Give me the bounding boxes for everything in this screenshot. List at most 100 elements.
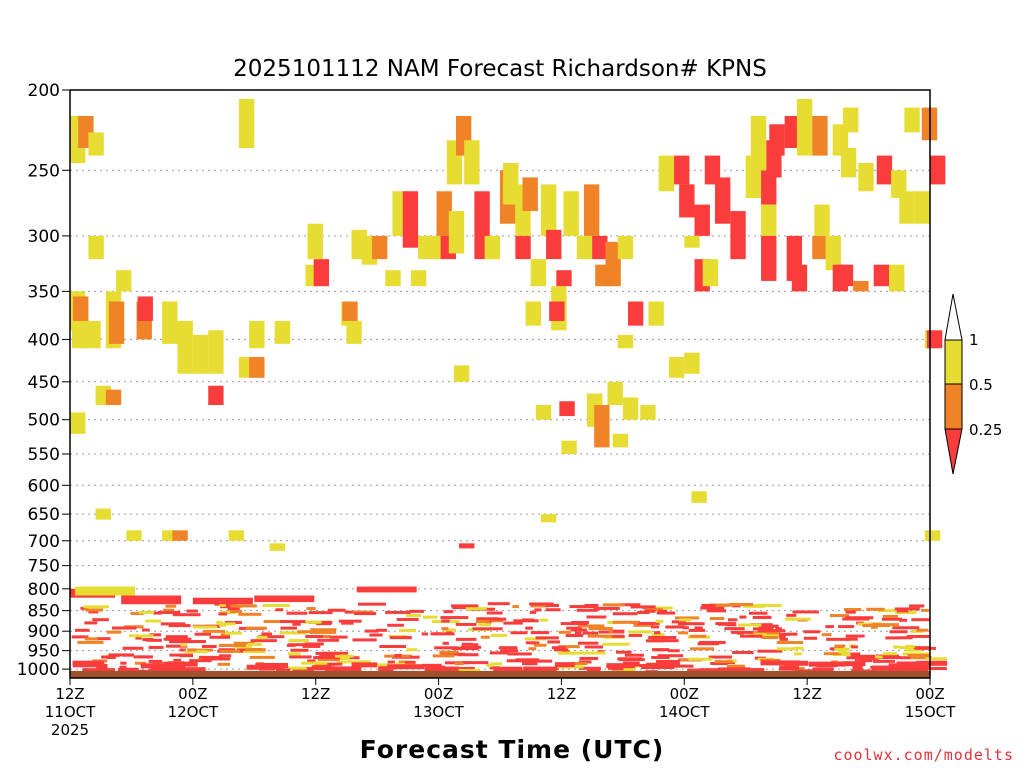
bl-cell [854,659,873,663]
bl-cell [202,657,231,661]
y-tick-label: 200 [28,81,60,101]
bl-cell [167,667,206,673]
bl-cell [356,586,417,593]
legend-band-yellow [944,339,963,385]
bl-cell [189,659,212,663]
bl-cell [441,619,450,623]
bl-cell [308,611,333,615]
bl-cell [80,606,89,610]
ri-cell [402,191,419,248]
ri-cell [73,296,89,326]
bl-cell [871,665,896,671]
bl-cell [760,658,781,662]
bl-cell [905,644,915,648]
bl-cell [134,661,147,665]
bl-cell [667,649,680,653]
bl-cell [106,656,116,660]
bl-cell [846,656,863,660]
bl-cell [557,651,579,655]
bl-cell [378,666,394,672]
bl-cell [329,635,348,639]
bl-cell [644,608,663,612]
bl-cell [138,610,155,614]
bl-cell [553,648,569,652]
bl-cell [311,665,332,671]
bl-cell [139,655,153,659]
plot-frame [69,89,931,679]
bl-cell [288,652,301,656]
ri-cell [503,163,519,205]
bl-cell [875,654,899,658]
bl-cell [290,648,309,652]
bl-cell [577,624,605,628]
bl-cell [186,609,198,613]
ri-cell [559,401,575,417]
bl-cell [752,615,772,619]
legend-cap-bottom [944,428,963,475]
bl-cell [421,663,442,667]
y-tick-label: 950 [28,642,60,662]
bl-cell [821,633,832,637]
ri-cell [784,116,800,149]
bl-cell [440,616,469,620]
bl-cell [525,626,533,630]
bl-cell [850,645,858,649]
bl-cell [135,636,142,640]
bl-cell [637,621,660,625]
bl-cell [874,656,901,660]
ri-cell [891,170,907,198]
bl-cell [906,634,930,638]
bl-cell [311,620,320,624]
ri-cell [238,98,255,149]
bl-cell [451,647,479,651]
bl-cell [570,620,590,624]
ri-cell [679,184,695,218]
bl-cell [455,637,477,641]
ri-cell [372,235,388,260]
bl-cell [432,654,455,658]
bl-cell [218,612,228,616]
ri-cell [530,259,547,287]
bl-cell [442,628,456,632]
bl-cell [845,610,856,614]
bl-cell [219,603,227,607]
bl-cell [846,637,858,641]
bl-cell [925,657,947,661]
bl-cell [398,629,416,633]
x-tick-label: 12OCT [168,703,219,721]
ri-cell [605,241,621,287]
bl-cell [883,652,897,656]
bl-cell [327,608,346,612]
y-tick-label: 900 [28,622,60,642]
ri-cell [274,320,291,344]
bl-cell [457,653,479,657]
bl-cell [584,645,603,649]
bl-cell [472,627,482,631]
ri-cell [549,301,565,321]
bl-cell [289,655,312,659]
bl-cell [757,649,783,653]
bl-cell [122,653,133,657]
bl-cell [446,630,453,634]
bl-cell [478,618,490,622]
bl-cell [896,609,909,613]
bl-cell [394,653,402,657]
richardson-cells [70,98,946,551]
bl-cell [893,645,901,649]
ri-cell [668,356,685,378]
bl-cell [700,606,725,610]
bl-cell [701,604,716,608]
bl-cell [525,641,536,645]
bl-cell [441,627,449,631]
bl-cell [909,604,925,608]
ri-cell [796,98,813,156]
legend-cap-top [944,293,963,341]
ri-cell [525,301,541,326]
bl-cell [108,653,135,657]
bl-cell [588,627,613,631]
bl-cell [895,611,916,615]
bl-cell [786,613,797,617]
bl-cell [263,620,283,624]
bl-cell [121,595,182,605]
